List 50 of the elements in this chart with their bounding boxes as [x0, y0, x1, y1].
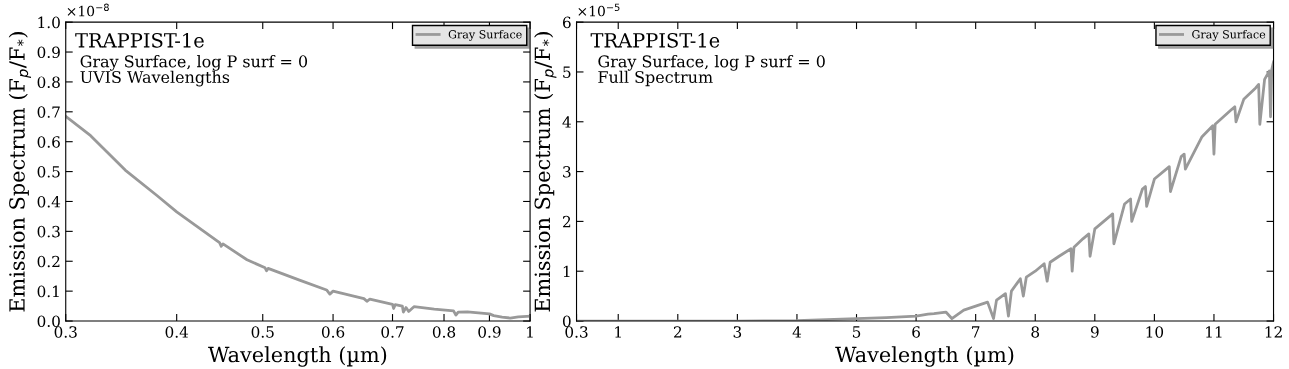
legend-label: Gray Surface — [448, 29, 522, 41]
x-tick-label: 10 — [1146, 326, 1164, 338]
x-tick-label: 3 — [733, 326, 742, 338]
y-tick-label: 2 — [562, 215, 571, 228]
x-tick-label: 12 — [1265, 326, 1282, 338]
text: Gray Surface, log P surf = 0 UVIS Wavelengths — [80, 55, 308, 87]
x-tick-label: 4 — [792, 326, 802, 338]
y-tick-label: 6 — [562, 16, 571, 29]
x-tick-label: 8 — [1031, 326, 1040, 338]
chart-title: TRAPPIST-1e — [75, 32, 204, 48]
legend-label: Gray Surface — [1192, 29, 1266, 41]
y-tick-label: 0.0 — [37, 315, 60, 328]
y-tick-label: 0.8 — [37, 76, 60, 88]
y-tick-label: 0 — [562, 315, 571, 328]
x-tick-label: 11 — [1206, 326, 1222, 338]
y-tick-label: 0.9 — [37, 46, 60, 59]
y-tick-label: 0.6 — [37, 136, 60, 148]
x-tick-label: 1 — [615, 326, 621, 338]
x-tick-label: 0.7 — [381, 326, 404, 338]
y-tick-label: 0.5 — [37, 166, 60, 178]
x-tick-label: 6 — [912, 326, 920, 338]
text: Gray Surface, log P surf = 0 Full Spectrum — [598, 55, 825, 87]
x-tick-label: 0.5 — [251, 326, 274, 338]
y-tick-label: 0.4 — [37, 195, 61, 208]
y-tick-label: 3 — [563, 166, 571, 178]
x-tick-label: 0.3 — [54, 326, 77, 338]
y-tick-label: 1.0 — [38, 16, 60, 29]
y-tick-label: 0.7 — [37, 106, 60, 118]
x-tick-label: 2 — [673, 326, 682, 338]
chart-title: TRAPPIST-1e — [590, 32, 720, 48]
y-axis-title: Emission Spectrum (F$_{p}$/F$_{*}$) — [534, 32, 557, 312]
y-tick-label: 5 — [563, 66, 571, 78]
text: ×10$^{−8}$ — [67, 3, 109, 17]
x-tick-label: 1 — [527, 326, 533, 338]
x-tick-label: 0.4 — [165, 326, 189, 338]
y-tick-label: 1 — [563, 265, 570, 278]
y-tick-label: 4 — [562, 116, 571, 128]
x-tick-label: 0.9 — [478, 326, 501, 338]
x-tick-label: 5 — [852, 326, 861, 338]
x-tick-label: 7 — [972, 326, 980, 338]
x-axis-title: Wavelength (µm) — [208, 346, 387, 367]
y-tick-label: 0.2 — [37, 255, 60, 268]
x-tick-label: 9 — [1090, 326, 1099, 338]
y-tick-label: 0.1 — [37, 285, 59, 298]
x-axis-title: Wavelength (µm) — [835, 346, 1014, 367]
x-tick-label: 0.8 — [432, 326, 456, 338]
y-axis-title: Emission Spectrum (F$_{p}$/F$_{*}$) — [8, 32, 32, 312]
text: ×10$^{−5}$ — [578, 3, 620, 17]
x-tick-label: 0.6 — [321, 326, 345, 338]
y-tick-label: 0.3 — [37, 225, 60, 238]
